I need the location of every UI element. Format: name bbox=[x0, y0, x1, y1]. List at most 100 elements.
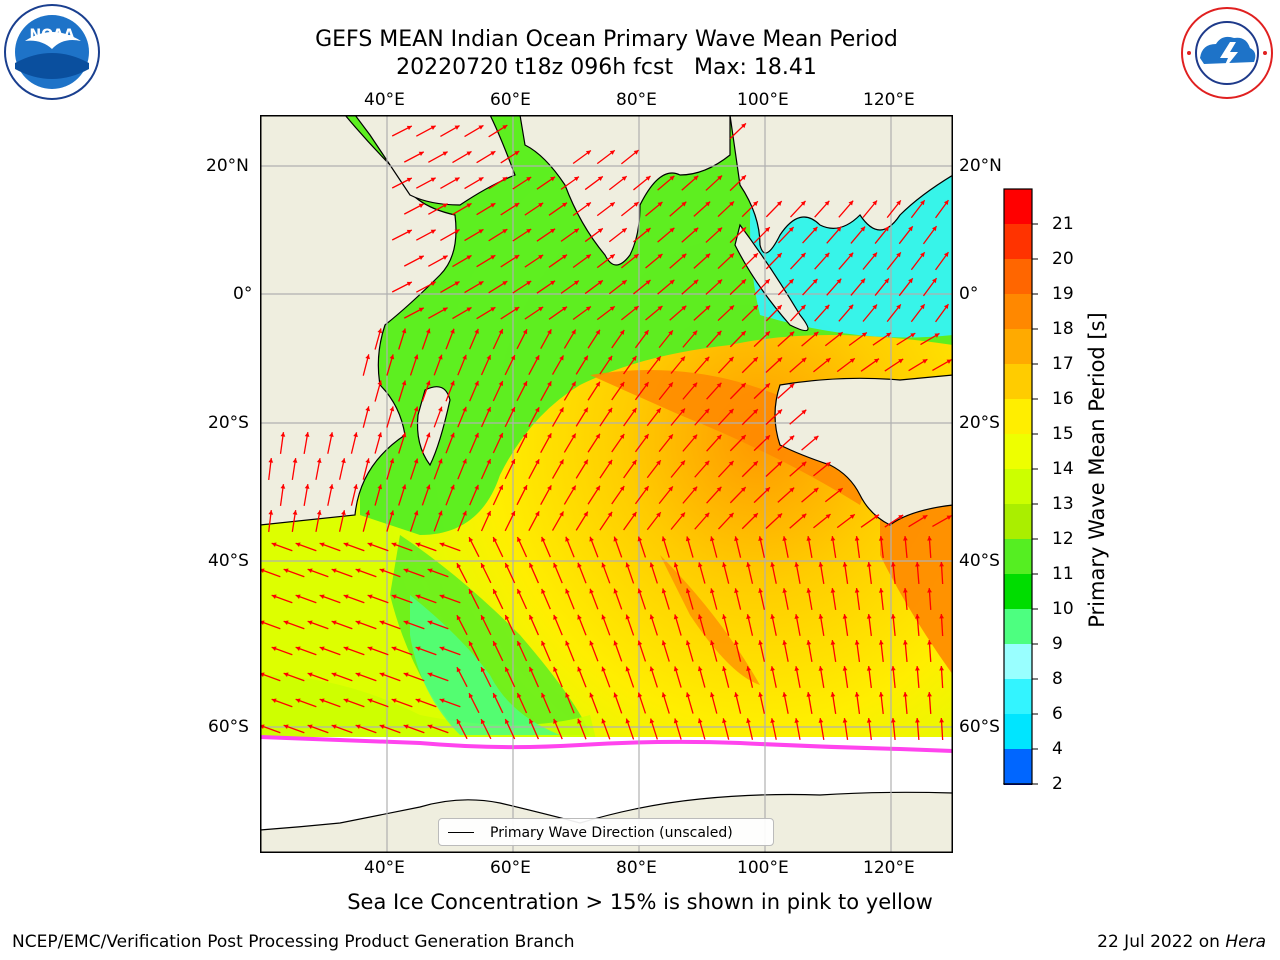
wave-direction-arrow bbox=[838, 304, 854, 322]
wave-direction-arrow bbox=[528, 614, 540, 636]
wave-direction-arrow bbox=[480, 666, 492, 688]
lat-label-right: 0° bbox=[959, 284, 979, 304]
wave-direction-arrow bbox=[758, 692, 765, 714]
wave-direction-arrow bbox=[374, 328, 383, 350]
wave-direction-arrow bbox=[717, 200, 735, 218]
wave-direction-arrow bbox=[813, 357, 831, 373]
wave-direction-arrow bbox=[540, 485, 552, 505]
wave-direction-arrow bbox=[572, 201, 592, 217]
colorbar-band bbox=[1004, 574, 1032, 609]
wave-direction-arrow bbox=[524, 202, 544, 216]
wave-direction-arrow bbox=[331, 672, 353, 682]
wave-direction-arrow bbox=[838, 252, 854, 270]
wave-direction-arrow bbox=[753, 330, 771, 348]
wave-direction-arrow bbox=[927, 639, 932, 663]
colorbar bbox=[1000, 185, 1080, 816]
wave-direction-arrow bbox=[741, 304, 759, 322]
wave-direction-arrow bbox=[623, 407, 637, 427]
wave-direction-arrow bbox=[634, 433, 650, 453]
wave-direction-arrow bbox=[746, 666, 754, 688]
wave-direction-arrow bbox=[379, 724, 401, 734]
wave-direction-arrow bbox=[403, 568, 425, 578]
wave-direction-arrow bbox=[649, 666, 658, 688]
wave-direction-arrow bbox=[391, 646, 413, 656]
wave-direction-arrow bbox=[271, 594, 293, 604]
wave-direction-arrow bbox=[770, 614, 777, 636]
wave-direction-arrow bbox=[403, 724, 425, 734]
wave-direction-arrow bbox=[649, 718, 658, 740]
colorbar-band bbox=[1004, 364, 1032, 399]
wave-direction-arrow bbox=[480, 458, 492, 480]
wave-direction-arrow bbox=[565, 536, 575, 558]
wave-direction-arrow bbox=[645, 305, 663, 321]
wave-direction-arrow bbox=[753, 382, 771, 400]
wave-direction-arrow bbox=[910, 303, 926, 323]
wave-direction-arrow bbox=[927, 691, 932, 715]
wave-direction-arrow bbox=[403, 672, 425, 682]
wave-direction-arrow bbox=[468, 588, 480, 610]
credit-right: 22 Jul 2022 on Hera bbox=[1097, 932, 1266, 952]
wave-direction-arrow bbox=[765, 513, 783, 529]
wave-direction-arrow bbox=[343, 542, 365, 552]
wave-direction-arrow bbox=[694, 408, 710, 426]
wave-direction-arrow bbox=[854, 640, 861, 662]
wave-direction-arrow bbox=[709, 588, 718, 610]
wave-direction-arrow bbox=[850, 278, 866, 296]
wave-direction-arrow bbox=[694, 460, 710, 478]
wave-direction-arrow bbox=[814, 200, 830, 218]
wave-direction-arrow bbox=[391, 698, 413, 708]
wave-direction-arrow bbox=[634, 485, 650, 505]
wave-direction-arrow bbox=[327, 432, 334, 454]
wave-direction-arrow bbox=[649, 562, 658, 584]
wave-direction-arrow bbox=[271, 698, 293, 708]
wave-direction-arrow bbox=[669, 253, 687, 269]
wave-direction-arrow bbox=[421, 380, 431, 402]
wave-direction-arrow bbox=[842, 614, 849, 636]
wave-direction-arrow bbox=[637, 692, 647, 714]
wave-direction-arrow bbox=[416, 177, 436, 189]
wave-direction-arrow bbox=[504, 666, 516, 688]
wave-direction-arrow bbox=[440, 281, 460, 293]
wave-direction-arrow bbox=[806, 536, 813, 558]
wave-direction-arrow bbox=[295, 594, 317, 604]
figure-title: GEFS MEAN Indian Ocean Primary Wave Mean… bbox=[0, 26, 1213, 82]
wave-period-map[interactable] bbox=[260, 115, 953, 853]
wave-direction-arrow bbox=[670, 460, 686, 478]
wave-direction-arrow bbox=[512, 280, 532, 294]
wave-direction-arrow bbox=[878, 587, 884, 611]
wave-direction-arrow bbox=[706, 434, 722, 452]
wave-direction-arrow bbox=[824, 331, 844, 347]
wave-direction-arrow bbox=[575, 459, 589, 479]
wave-direction-arrow bbox=[355, 724, 377, 734]
colorbar-tick-label: 6 bbox=[1052, 704, 1063, 724]
wave-direction-arrow bbox=[331, 620, 353, 630]
wave-direction-arrow bbox=[670, 356, 686, 374]
wave-direction-arrow bbox=[516, 692, 528, 714]
wave-direction-arrow bbox=[794, 614, 801, 636]
legend-line-swatch bbox=[448, 832, 474, 833]
wave-direction-arrow bbox=[398, 432, 407, 454]
wave-direction-arrow bbox=[504, 562, 516, 584]
wave-direction-arrow bbox=[611, 485, 625, 505]
wave-direction-arrow bbox=[500, 202, 520, 216]
wave-direction-arrow bbox=[291, 510, 298, 532]
wave-direction-arrow bbox=[553, 614, 563, 636]
wave-direction-arrow bbox=[802, 226, 818, 244]
wave-direction-arrow bbox=[464, 124, 484, 138]
wave-direction-arrow bbox=[637, 536, 647, 558]
wave-direction-arrow bbox=[492, 692, 504, 714]
wave-direction-arrow bbox=[637, 588, 647, 610]
wave-direction-arrow bbox=[613, 588, 623, 610]
wave-direction-arrow bbox=[279, 484, 286, 506]
wave-direction-arrow bbox=[439, 646, 461, 656]
wave-direction-arrow bbox=[283, 724, 305, 734]
wave-direction-arrow bbox=[935, 251, 949, 271]
wave-direction-arrow bbox=[563, 433, 577, 453]
title-line-2: 20220720 t18z 096h fcst Max: 18.41 bbox=[396, 55, 817, 80]
wave-direction-arrow bbox=[681, 279, 699, 295]
wave-direction-arrow bbox=[428, 151, 448, 163]
wave-direction-arrow bbox=[681, 227, 699, 243]
wave-direction-arrow bbox=[428, 203, 448, 215]
colorbar-band bbox=[1004, 399, 1032, 434]
wave-direction-arrow bbox=[303, 432, 310, 454]
